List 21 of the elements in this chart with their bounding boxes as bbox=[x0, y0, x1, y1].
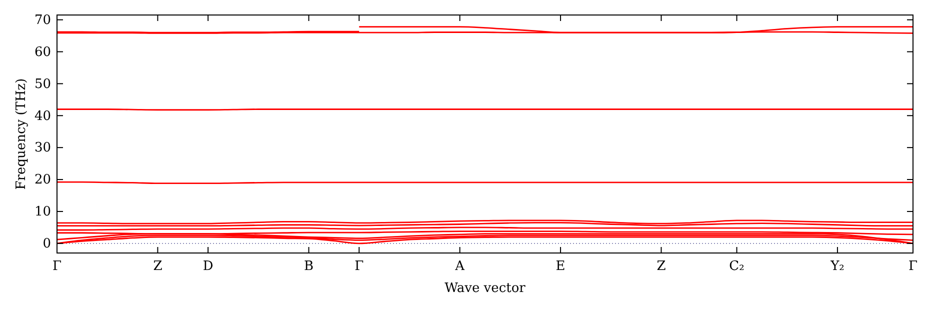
x-tick-label: Γ bbox=[52, 259, 62, 274]
x-tick-label: C₂ bbox=[729, 259, 744, 274]
x-tick-label: Γ bbox=[354, 259, 364, 274]
x-tick-label: Γ bbox=[908, 259, 918, 274]
y-tick-label: 60 bbox=[34, 44, 51, 60]
y-tick-label: 70 bbox=[34, 12, 51, 28]
y-tick-label: 30 bbox=[34, 140, 51, 156]
x-tick-label: Y₂ bbox=[830, 259, 844, 274]
x-tick-label: D bbox=[202, 259, 214, 274]
y-tick-label: 0 bbox=[42, 236, 51, 252]
y-axis-title: Frequency (THz) bbox=[14, 78, 29, 190]
y-tick-label: 20 bbox=[34, 172, 51, 188]
x-axis-title: Wave vector bbox=[444, 281, 526, 296]
x-tick-label: B bbox=[304, 259, 314, 274]
y-tick-label: 10 bbox=[34, 204, 51, 220]
y-tick-label: 40 bbox=[34, 108, 51, 124]
y-tick-label: 50 bbox=[34, 76, 51, 92]
x-tick-label: Z bbox=[656, 259, 666, 274]
x-tick-label: E bbox=[556, 259, 566, 274]
x-tick-label: Z bbox=[153, 259, 162, 274]
x-tick-label: A bbox=[454, 259, 466, 274]
